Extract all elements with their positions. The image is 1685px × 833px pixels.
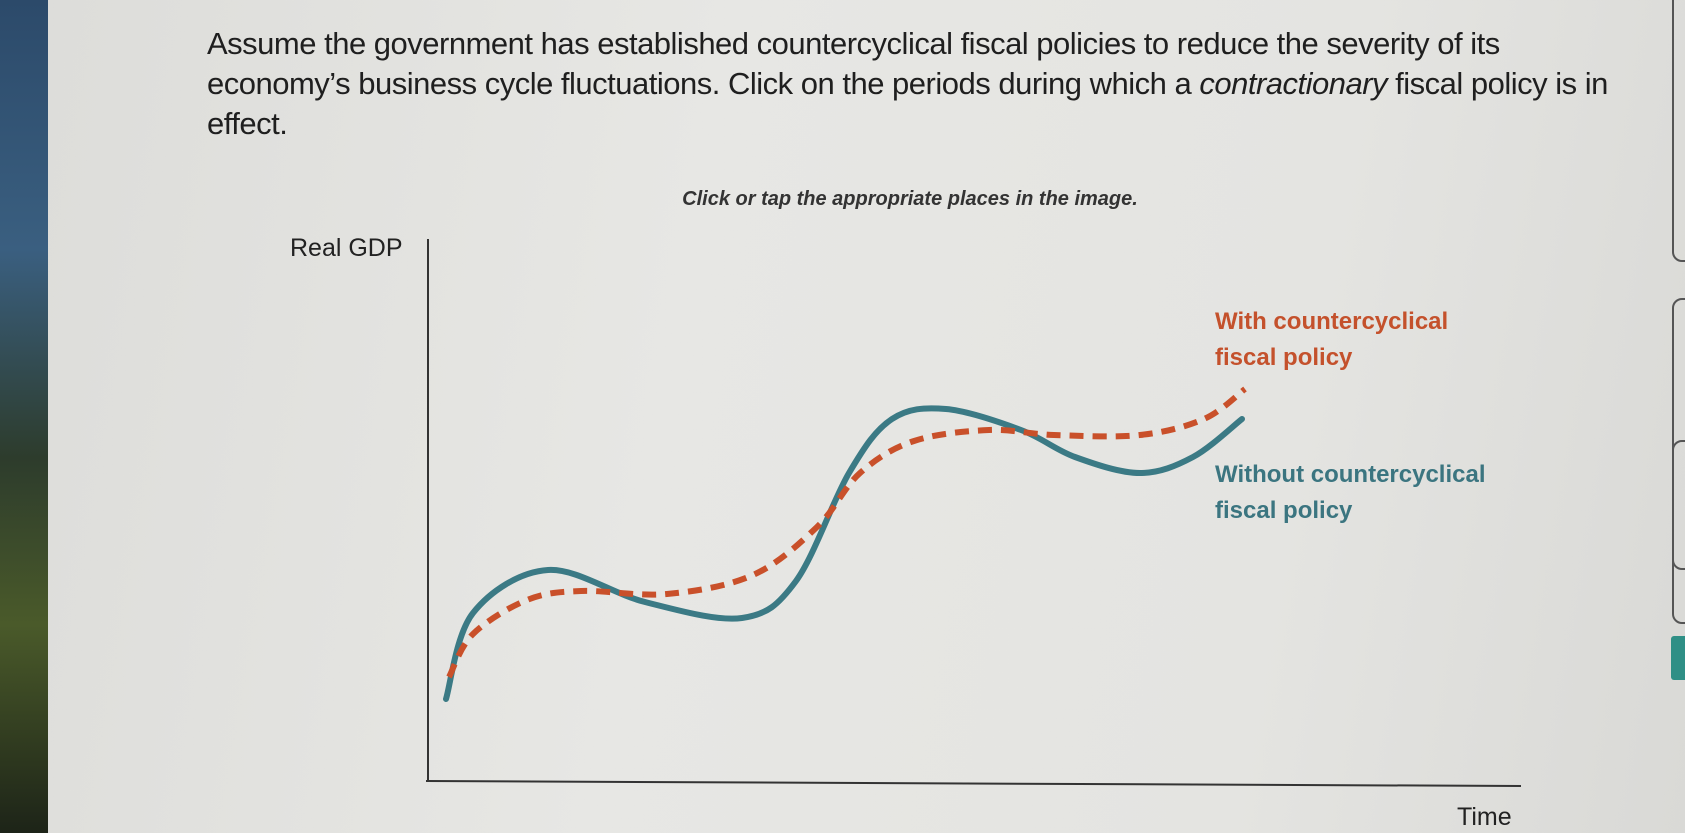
with-policy-label: With countercyclical fiscal policy: [1215, 308, 1449, 371]
y-axis-label: Real GDP: [290, 234, 403, 262]
side-panel-card[interactable]: [1672, 440, 1685, 624]
x-axis: [425, 780, 1522, 787]
with-policy-curve[interactable]: [446, 386, 1247, 679]
side-panel-button[interactable]: [1671, 636, 1685, 680]
side-panel-card[interactable]: [1672, 0, 1685, 262]
without-policy-curve[interactable]: [443, 405, 1245, 702]
question-part: fiscal policy is in effect.: [207, 66, 1608, 141]
desktop-background-strip: [0, 0, 48, 833]
instruction-text: Click or tap the appropriate places in t…: [682, 188, 1138, 210]
question-part: Assume the government has established co…: [207, 26, 1500, 101]
x-axis-label: Time: [1457, 803, 1512, 831]
side-panel-card[interactable]: [1672, 298, 1685, 570]
question-text: Assume the government has established co…: [207, 24, 1627, 144]
without-policy-label: Without countercyclical fiscal policy: [1215, 461, 1486, 524]
question-emphasis: contractionary: [1199, 66, 1388, 101]
